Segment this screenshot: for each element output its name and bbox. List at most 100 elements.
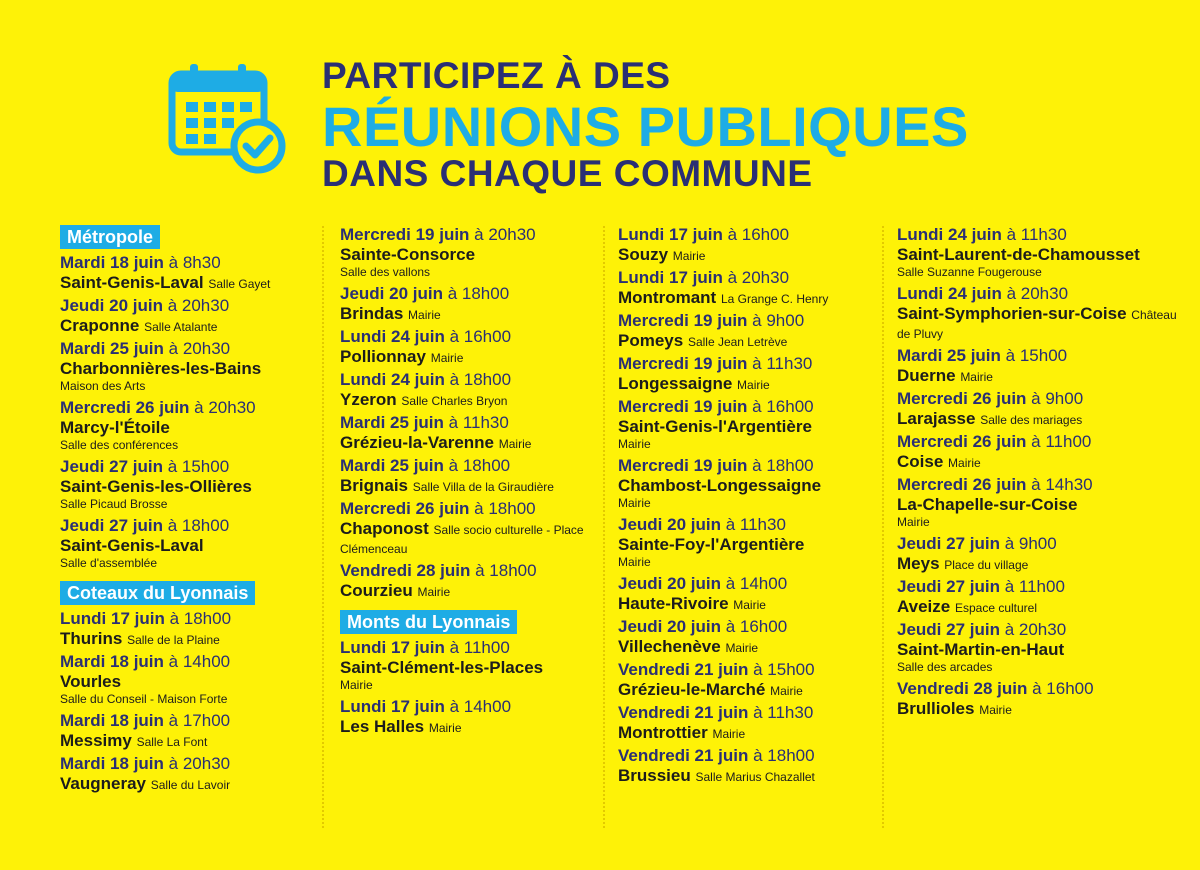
- meeting-town: Saint-Genis-Laval: [60, 273, 204, 292]
- meeting-time: à 20h30: [1004, 620, 1067, 639]
- meeting-entry: Lundi 24 juin à 16h00 Pollionnay Mairie: [340, 327, 605, 366]
- meeting-time: à 15h00: [753, 660, 815, 679]
- meeting-place: Coise Mairie: [897, 452, 1177, 471]
- meeting-location: Salle La Font: [136, 735, 208, 749]
- meeting-location: Mairie: [428, 721, 462, 735]
- meeting-time: à 20h30: [194, 398, 256, 417]
- meeting-date: Lundi 17 juin à 16h00: [618, 225, 883, 245]
- meeting-town: Brussieu: [618, 766, 691, 785]
- meeting-day: Jeudi 27 juin: [897, 577, 1000, 596]
- column-1: Métropole Mardi 18 juin à 8h30 Saint-Genis…: [60, 225, 315, 797]
- meeting-place: Vourles Salle du Conseil - Maison Forte: [60, 672, 315, 707]
- meeting-date: Jeudi 27 juin à 11h00: [897, 577, 1177, 597]
- meeting-entry: Vendredi 21 juin à 18h00 Brussieu Salle M…: [618, 746, 883, 785]
- meeting-time: à 20h30: [727, 268, 790, 287]
- meeting-entry: Mardi 18 juin à 20h30 Vaugneray Salle du …: [60, 754, 315, 793]
- meeting-date: Jeudi 20 juin à 18h00: [340, 284, 605, 304]
- meeting-location: Mairie: [618, 496, 651, 510]
- meeting-town: Montrottier: [618, 723, 708, 742]
- meeting-date: Jeudi 27 juin à 15h00: [60, 457, 315, 477]
- region-label: Métropole: [60, 225, 161, 249]
- meeting-town: Brullioles: [897, 699, 975, 718]
- meeting-location: Salle des vallons: [340, 265, 431, 279]
- meeting-location: Maison des Arts: [60, 379, 146, 393]
- meeting-day: Jeudi 27 juin: [897, 534, 1000, 553]
- meeting-entry: Mardi 18 juin à 17h00 Messimy Salle La Fo…: [60, 711, 315, 750]
- meeting-time: à 16h00: [727, 225, 790, 244]
- meeting-time: à 18h00: [752, 456, 814, 475]
- meeting-location: Mairie: [897, 515, 930, 529]
- meeting-time: à 9h00: [1031, 389, 1084, 408]
- meeting-place: Sainte-Foy-l'Argentière Mairie: [618, 535, 883, 570]
- meeting-town: Messimy: [60, 731, 132, 750]
- meeting-date: Vendredi 21 juin à 11h30: [618, 703, 883, 723]
- meeting-town: Sainte-Consorce: [340, 245, 476, 264]
- meeting-time: à 11h30: [752, 354, 813, 373]
- meeting-location: Mairie: [770, 684, 803, 698]
- meeting-location: Salle des conférences: [60, 438, 179, 452]
- meeting-town: Saint-Martin-en-Haut: [897, 640, 1065, 659]
- meeting-location: Mairie: [430, 351, 464, 365]
- meeting-town: Les Halles: [340, 717, 425, 736]
- meeting-place: Souzy Mairie: [618, 245, 883, 264]
- meeting-entry: Mercredi 26 juin à 9h00 Larajasse Salle d…: [897, 389, 1177, 428]
- region-section: Coteaux du Lyonnais Lundi 17 juin à 18h00…: [60, 581, 315, 793]
- meeting-day: Jeudi 20 juin: [618, 574, 721, 593]
- meeting-day: Lundi 24 juin: [897, 284, 1002, 303]
- meeting-place: Brussieu Salle Marius Chazallet: [618, 766, 883, 785]
- meeting-day: Lundi 17 juin: [340, 697, 445, 716]
- meeting-entry: Jeudi 20 juin à 16h00 Villechenève Mairie: [618, 617, 883, 656]
- meeting-entry: Vendredi 21 juin à 15h00 Grézieu-le-March…: [618, 660, 883, 699]
- meeting-town: Courzieu: [340, 581, 413, 600]
- meeting-entry: Mardi 25 juin à 20h30 Charbonnières-les-B…: [60, 339, 315, 394]
- meeting-day: Mercredi 26 juin: [340, 499, 470, 518]
- meeting-location: Mairie: [725, 641, 759, 655]
- meeting-place: Pollionnay Mairie: [340, 347, 605, 366]
- meeting-town: Meys: [897, 554, 940, 573]
- meeting-day: Mardi 25 juin: [340, 413, 444, 432]
- meeting-date: Lundi 17 juin à 20h30: [618, 268, 883, 288]
- meeting-location: Mairie: [340, 678, 373, 692]
- meeting-location: La Grange C. Henry: [720, 292, 829, 306]
- meeting-place: Pomeys Salle Jean Letrève: [618, 331, 883, 350]
- meeting-place: Vaugneray Salle du Lavoir: [60, 774, 315, 793]
- meeting-date: Jeudi 20 juin à 16h00: [618, 617, 883, 637]
- meeting-day: Mardi 25 juin: [897, 346, 1001, 365]
- meeting-place: Sainte-Consorce Salle des vallons: [340, 245, 605, 280]
- meeting-town: Charbonnières-les-Bains: [60, 359, 262, 378]
- meeting-time: à 11h30: [725, 515, 786, 534]
- meeting-place: Yzeron Salle Charles Bryon: [340, 390, 605, 409]
- meeting-place: Craponne Salle Atalante: [60, 316, 315, 335]
- meeting-day: Mardi 25 juin: [60, 339, 164, 358]
- meeting-place: Aveize Espace culturel: [897, 597, 1177, 616]
- meeting-place: Brullioles Mairie: [897, 699, 1177, 718]
- meeting-day: Jeudi 27 juin: [60, 516, 163, 535]
- meeting-location: Mairie: [712, 727, 746, 741]
- meeting-date: Mercredi 26 juin à 18h00: [340, 499, 605, 519]
- meeting-time: à 8h30: [168, 253, 221, 272]
- meeting-location: Salle Villa de la Giraudière: [412, 480, 554, 494]
- meeting-town: Villechenève: [618, 637, 721, 656]
- meeting-date: Mardi 18 juin à 17h00: [60, 711, 315, 731]
- meeting-town: Duerne: [897, 366, 956, 385]
- meeting-place: Charbonnières-les-Bains Maison des Arts: [60, 359, 315, 394]
- meeting-location: Salle de la Plaine: [127, 633, 220, 647]
- meeting-date: Lundi 24 juin à 20h30: [897, 284, 1177, 304]
- meeting-date: Lundi 24 juin à 11h30: [897, 225, 1177, 245]
- meeting-entry: Mardi 25 juin à 18h00 Brignais Salle Vill…: [340, 456, 605, 495]
- meeting-town: Souzy: [618, 245, 669, 264]
- meeting-day: Jeudi 20 juin: [60, 296, 163, 315]
- meeting-day: Vendredi 28 juin: [897, 679, 1028, 698]
- meeting-date: Jeudi 20 juin à 14h00: [618, 574, 883, 594]
- meeting-time: à 15h00: [167, 457, 230, 476]
- meeting-town: Pollionnay: [340, 347, 426, 366]
- meeting-entry: Mardi 18 juin à 14h00 Vourles Salle du Con…: [60, 652, 315, 707]
- meeting-place: Haute-Rivoire Mairie: [618, 594, 883, 613]
- meeting-entry: Jeudi 27 juin à 15h00 Saint-Genis-les-Oll…: [60, 457, 315, 512]
- meeting-date: Mercredi 26 juin à 20h30: [60, 398, 315, 418]
- meeting-date: Mercredi 19 juin à 16h00: [618, 397, 883, 417]
- region-section: Métropole Mardi 18 juin à 8h30 Saint-Genis…: [60, 225, 315, 571]
- meeting-town: Saint-Symphorien-sur-Coise: [897, 304, 1127, 323]
- meeting-location: Mairie: [618, 555, 651, 569]
- meeting-entry: Jeudi 20 juin à 20h30 Craponne Salle Atal…: [60, 296, 315, 335]
